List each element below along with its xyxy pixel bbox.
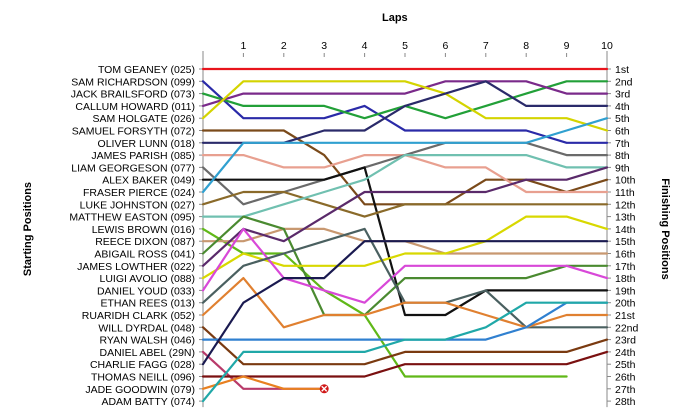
finish-label: 1st <box>615 64 629 76</box>
start-label: CALLUM HOWARD (011) <box>75 101 195 113</box>
finish-label: 27th <box>615 384 636 396</box>
lap-tick-label: 10 <box>601 40 613 52</box>
start-label: FRASER PIERCE (024) <box>83 187 195 199</box>
start-label: JADE GOODWIN (079) <box>85 384 195 396</box>
series-line <box>201 215 609 317</box>
finishing-position-labels: 1st2nd3rd4th5th6th7th8th9th10th11th12th1… <box>615 64 639 408</box>
start-label: LEWIS BROWN (016) <box>92 224 195 236</box>
finish-label: 8th <box>615 150 630 162</box>
finish-label: 26th <box>615 372 636 384</box>
series-line <box>201 240 609 366</box>
finish-label: 22nd <box>615 322 639 334</box>
starting-position-labels: TOM GEANEY (025)SAM RICHARDSON (099)JACK… <box>69 64 195 408</box>
start-label: ABIGAIL ROSS (041) <box>94 249 195 261</box>
start-label: MATTHEW EASTON (095) <box>69 212 195 224</box>
start-label: ALEX BAKER (049) <box>102 175 195 187</box>
lap-tick-label: 6 <box>442 40 448 52</box>
series-line <box>201 277 609 329</box>
retirement-marker-cross <box>321 385 328 392</box>
start-label: LUKE JOHNSTON (027) <box>80 199 195 211</box>
start-label: ADAM BATTY (074) <box>101 396 195 408</box>
start-label: SAM HOLGATE (026) <box>93 113 196 125</box>
finish-label: 13th <box>615 212 636 224</box>
start-label: SAM RICHARDSON (099) <box>71 76 195 88</box>
finish-label: 10th <box>615 175 636 187</box>
finish-label: 6th <box>615 126 630 138</box>
lap-tick-label: 5 <box>402 40 408 52</box>
start-label: TOM GEANEY (025) <box>98 64 195 76</box>
finish-label: 24th <box>615 347 636 359</box>
start-label: ETHAN REES (013) <box>100 298 195 310</box>
series-line <box>201 80 609 144</box>
series-line <box>201 154 609 218</box>
series-line <box>201 301 609 403</box>
series-line <box>201 227 609 304</box>
start-label: OLIVER LUNN (018) <box>98 138 195 150</box>
finish-label: 21st <box>615 310 635 322</box>
start-label: JAMES PARISH (085) <box>91 150 195 162</box>
series-line <box>201 80 609 132</box>
series-line <box>201 215 609 280</box>
finish-label: 16th <box>615 249 636 261</box>
start-label: SAMUEL FORSYTH (072) <box>72 126 195 138</box>
series-line <box>201 80 609 144</box>
series-line <box>201 190 609 218</box>
finish-label: 7th <box>615 138 630 150</box>
start-label: REECE DIXON (087) <box>95 236 195 248</box>
lap-tick-label: 3 <box>321 40 327 52</box>
start-label: JACK BRAILSFORD (073) <box>71 89 195 101</box>
finish-label: 9th <box>615 162 630 174</box>
finish-label: 25th <box>615 359 636 371</box>
start-label: LUIGI AVOLIO (088) <box>99 273 195 285</box>
start-label: CHARLIE FAGG (028) <box>90 359 195 371</box>
series-line <box>201 227 568 378</box>
series-line <box>201 129 609 206</box>
start-label: WILL DYRDAL (048) <box>98 322 195 334</box>
chart-grid <box>199 51 611 408</box>
finish-label: 3rd <box>615 89 630 101</box>
finish-label: 14th <box>615 224 636 236</box>
start-label: LIAM GEORGESON (077) <box>71 162 195 174</box>
finish-label: 28th <box>615 396 636 408</box>
start-label: RUARIDH CLARK (052) <box>82 310 195 322</box>
lap-tick-label: 8 <box>523 40 529 52</box>
finish-label: 17th <box>615 261 636 273</box>
finish-label: 2nd <box>615 76 633 88</box>
lap-tick-label: 1 <box>240 40 246 52</box>
finish-label: 19th <box>615 285 636 297</box>
lap-tick-label: 4 <box>362 40 368 52</box>
finish-label: 4th <box>615 101 630 113</box>
lap-tick-label: 7 <box>483 40 489 52</box>
start-label: RYAN WALSH (046) <box>100 335 196 347</box>
lap-tick-label: 9 <box>564 40 570 52</box>
series-line <box>201 326 609 366</box>
finish-label: 20th <box>615 298 636 310</box>
start-label: THOMAS NEILL (096) <box>91 372 195 384</box>
series-line <box>201 117 609 194</box>
series-line <box>201 166 609 317</box>
finish-label: 11th <box>615 187 635 199</box>
lap-tick-labels: 1 2 3 4 5 6 7 8 9 10 <box>240 40 613 57</box>
series-line <box>201 141 609 206</box>
position-lines <box>201 67 609 403</box>
finish-label: 15th <box>615 236 636 248</box>
series-line <box>201 375 326 390</box>
finish-label: 5th <box>615 113 630 125</box>
finish-label: 18th <box>615 273 636 285</box>
chart-markers <box>319 384 329 394</box>
series-line <box>201 350 609 378</box>
start-label: DANIEL YOUD (033) <box>97 285 195 297</box>
x-axis-title: Laps <box>382 12 408 24</box>
series-line <box>201 166 609 267</box>
finish-label: 12th <box>615 199 636 211</box>
start-label: JAMES LOWTHER (022) <box>77 261 195 273</box>
start-label: DANIEL ABEL (29N) <box>99 347 195 359</box>
finish-label: 23rd <box>615 335 636 347</box>
series-line <box>201 80 609 108</box>
lap-tick-label: 2 <box>281 40 287 52</box>
